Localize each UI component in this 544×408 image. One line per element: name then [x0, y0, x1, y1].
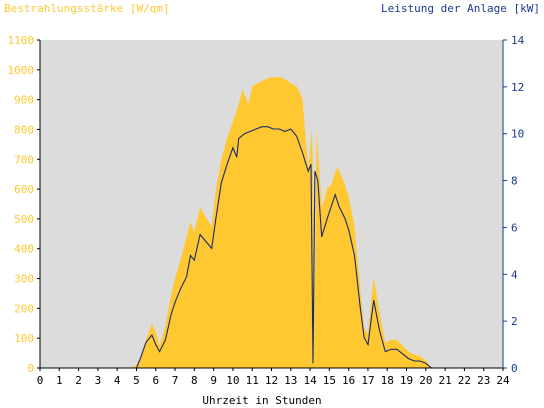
left-tick-label: 100 — [14, 332, 34, 345]
left-tick-label: 700 — [14, 153, 34, 166]
x-tick-label: 17 — [361, 374, 374, 387]
x-tick-label: 20 — [419, 374, 432, 387]
left-tick-label: 500 — [14, 213, 34, 226]
x-tick-label: 15 — [323, 374, 336, 387]
x-tick-label: 6 — [152, 374, 159, 387]
x-tick-label: 7 — [172, 374, 179, 387]
x-tick-label: 0 — [37, 374, 44, 387]
left-tick-label: 0 — [27, 362, 34, 375]
x-tick-label: 13 — [284, 374, 297, 387]
x-tick-label: 23 — [477, 374, 490, 387]
right-tick-label: 0 — [511, 362, 518, 375]
right-tick-label: 10 — [511, 128, 524, 141]
left-axis-title: Bestrahlungsstärke [W/qm] — [4, 2, 170, 15]
x-tick-label: 11 — [246, 374, 259, 387]
right-axis-title: Leistung der Anlage [kW] — [381, 2, 540, 15]
x-tick-label: 10 — [226, 374, 239, 387]
x-tick-label: 21 — [439, 374, 452, 387]
left-tick-label: 1000 — [8, 64, 35, 77]
power-line — [40, 126, 503, 369]
x-tick-label: 22 — [458, 374, 471, 387]
right-tick-label: 14 — [511, 34, 525, 47]
irradiance-area — [40, 77, 503, 369]
x-tick-label: 19 — [400, 374, 413, 387]
x-tick-label: 14 — [303, 374, 317, 387]
left-tick-label: 400 — [14, 243, 34, 256]
left-tick-label: 200 — [14, 302, 34, 315]
axes-layer: 0100200300400500600700800900100011000246… — [8, 34, 525, 387]
x-tick-label: 3 — [95, 374, 102, 387]
left-tick-label: 800 — [14, 123, 34, 136]
x-tick-label: 5 — [133, 374, 140, 387]
x-tick-label: 8 — [191, 374, 198, 387]
series-layer — [40, 77, 503, 369]
right-tick-label: 12 — [511, 81, 524, 94]
x-tick-label: 18 — [381, 374, 394, 387]
x-axis-title: Uhrzeit in Stunden — [202, 394, 321, 407]
left-tick-label: 1100 — [8, 34, 35, 47]
right-tick-label: 4 — [511, 268, 518, 281]
left-tick-label: 300 — [14, 273, 34, 286]
x-tick-label: 9 — [210, 374, 217, 387]
right-tick-label: 8 — [511, 175, 518, 188]
x-tick-label: 2 — [75, 374, 82, 387]
x-tick-label: 24 — [496, 374, 510, 387]
x-tick-label: 16 — [342, 374, 355, 387]
left-tick-label: 600 — [14, 183, 34, 196]
x-tick-label: 12 — [265, 374, 278, 387]
left-tick-label: 900 — [14, 94, 34, 107]
right-tick-label: 2 — [511, 315, 518, 328]
x-tick-label: 1 — [56, 374, 63, 387]
x-tick-label: 4 — [114, 374, 121, 387]
right-tick-label: 6 — [511, 221, 518, 234]
